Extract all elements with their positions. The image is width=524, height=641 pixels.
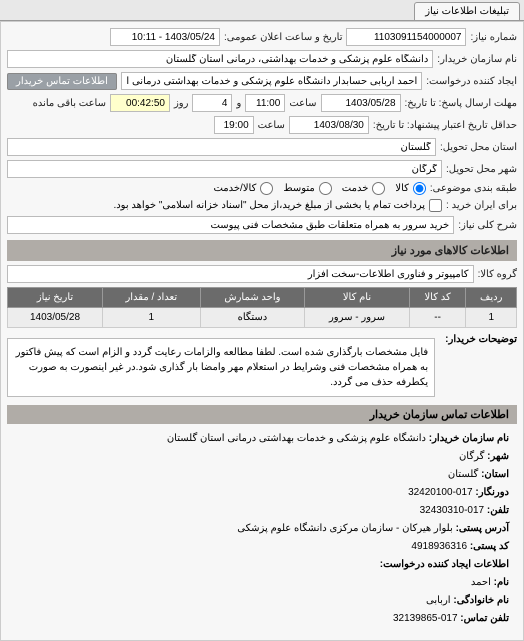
group-field — [7, 265, 474, 283]
validity-date-field — [289, 116, 369, 134]
cell-code: -- — [409, 308, 466, 328]
city-label: شهر محل تحویل: — [446, 164, 517, 175]
contact-city-value: گرگان — [459, 451, 484, 462]
contact-city-label: شهر: — [487, 451, 509, 462]
validity-label: حداقل تاریخ اعتبار پیشنهاد: تا تاریخ: — [373, 120, 517, 131]
need-number-field — [346, 28, 466, 46]
col-code: کد کالا — [409, 288, 466, 308]
payment-checkbox-input[interactable] — [429, 199, 442, 212]
radio-service[interactable]: خدمت — [342, 182, 386, 195]
col-unit: واحد شمارش — [200, 288, 305, 308]
remain-time-field — [110, 94, 170, 112]
contact-tel-value: 017-32139865 — [393, 613, 458, 624]
deadline-time-field — [245, 94, 285, 112]
contact-org-label: نام سازمان خریدار: — [429, 433, 509, 444]
desc-box: فایل مشخصات بارگذاری شده است. لطفا مطالع… — [7, 338, 435, 397]
cell-date: 1403/05/28 — [8, 308, 103, 328]
contact-button[interactable]: اطلاعات تماس خریدار — [7, 73, 117, 90]
province-field — [7, 138, 436, 156]
radio-both-label: کالا/خدمت — [213, 183, 256, 194]
type-radio-group: کالا خدمت متوسط کالا/خدمت — [213, 182, 425, 195]
col-date: تاریخ نیاز — [8, 288, 103, 308]
contact-fax-label: دورنگار: — [475, 487, 509, 498]
contact-fax-value: 017-32420100 — [408, 487, 473, 498]
contact-creator-title: اطلاعات ایجاد کننده درخواست: — [380, 559, 509, 570]
radio-mid[interactable]: متوسط — [283, 182, 331, 195]
radio-goods[interactable]: کالا — [395, 182, 426, 195]
col-qty: تعداد / مقدار — [103, 288, 201, 308]
time-label2: ساعت — [258, 120, 285, 131]
contact-section-header: اطلاعات تماس سازمان خریدار — [7, 405, 517, 424]
cell-qty: 1 — [103, 308, 201, 328]
contact-family-value: اربابی — [426, 595, 451, 606]
announce-field — [110, 28, 220, 46]
summary-field — [7, 216, 454, 234]
group-label: گروه کالا: — [478, 269, 517, 280]
tab-strip: تبلیغات اطلاعات نیاز — [0, 0, 524, 21]
announce-label: تاریخ و ساعت اعلان عمومی: — [224, 32, 343, 43]
contact-postal-label: کد پستی: — [470, 541, 509, 552]
radio-service-input[interactable] — [372, 182, 385, 195]
payment-checkbox[interactable]: پرداخت تمام یا بخشی از مبلغ خرید،از محل … — [113, 199, 442, 212]
goods-section-header: اطلاعات کالاهای مورد نیاز — [7, 240, 517, 261]
summary-label: شرح کلی نیاز: — [458, 220, 517, 231]
buyer-label: نام سازمان خریدار: — [437, 54, 517, 65]
radio-both-input[interactable] — [260, 182, 273, 195]
contact-tel-label: تلفن تماس: — [460, 613, 509, 624]
goods-table: ردیف کد کالا نام کالا واحد شمارش تعداد /… — [7, 287, 517, 328]
remain-label: ساعت باقی مانده — [33, 98, 106, 109]
deadline-date-field — [321, 94, 401, 112]
col-name: نام کالا — [305, 288, 410, 308]
city-field — [7, 160, 442, 178]
need-number-label: شماره نیاز: — [470, 32, 517, 43]
deadline-label: مهلت ارسال پاسخ: تا تاریخ: — [405, 98, 517, 109]
main-panel: شماره نیاز: تاریخ و ساعت اعلان عمومی: نا… — [0, 21, 524, 641]
type-label: طبقه بندی موضوعی: — [430, 183, 517, 194]
desc-label: توضیحات خریدار: — [445, 334, 517, 397]
radio-goods-label: کالا — [395, 183, 409, 194]
contact-province-value: گلستان — [448, 469, 478, 480]
payment-label: براى ايران خريد : — [446, 200, 517, 211]
radio-goods-input[interactable] — [413, 182, 426, 195]
buyer-field — [7, 50, 433, 68]
time-label: ساعت — [289, 98, 316, 109]
contact-name-value: احمد — [471, 577, 491, 588]
radio-mid-label: متوسط — [283, 183, 314, 194]
creator-label: ایجاد کننده درخواست: — [426, 76, 517, 87]
cell-rowno: 1 — [466, 308, 517, 328]
contact-phone-label: تلفن: — [487, 505, 509, 516]
cell-name: سرور - سرور — [305, 308, 410, 328]
payment-check-label: پرداخت تمام یا بخشی از مبلغ خرید،از محل … — [113, 200, 425, 211]
days-field — [192, 94, 232, 112]
days-label: روز — [174, 98, 189, 109]
radio-mid-input[interactable] — [319, 182, 332, 195]
radio-both[interactable]: کالا/خدمت — [213, 182, 273, 195]
contact-address-value: بلوار هیرکان - سازمان مرکزی دانشگاه علوم… — [237, 523, 453, 534]
cell-unit: دستگاه — [200, 308, 305, 328]
creator-field — [121, 72, 422, 90]
contact-section: نام سازمان خریدار: دانشگاه علوم پزشکی و … — [7, 424, 517, 634]
col-rowno: ردیف — [466, 288, 517, 308]
contact-province-label: استان: — [481, 469, 509, 480]
contact-name-label: نام: — [494, 577, 509, 588]
contact-org-value: دانشگاه علوم پزشکی و خدمات بهداشتی درمان… — [167, 433, 426, 444]
and-label: و — [236, 98, 241, 109]
radio-service-label: خدمت — [342, 183, 369, 194]
contact-phone-value: 017-32430310 — [420, 505, 485, 516]
contact-address-label: آدرس پستی: — [456, 523, 509, 534]
table-row: 1 -- سرور - سرور دستگاه 1 1403/05/28 — [8, 308, 517, 328]
contact-family-label: نام خانوادگی: — [453, 595, 509, 606]
tab-info[interactable]: تبلیغات اطلاعات نیاز — [414, 2, 520, 20]
contact-postal-value: 4918936316 — [411, 541, 467, 552]
province-label: استان محل تحویل: — [440, 142, 517, 153]
validity-time-field — [214, 116, 254, 134]
